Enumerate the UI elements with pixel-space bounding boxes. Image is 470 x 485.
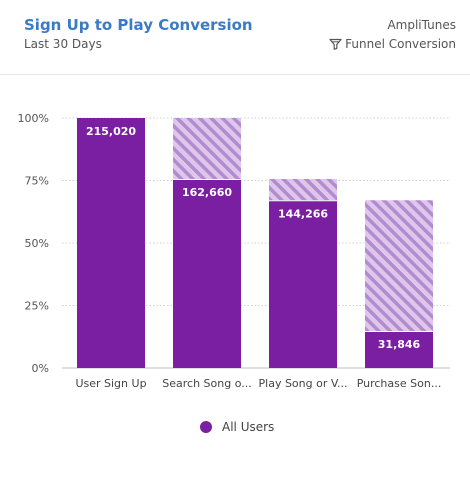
funnel-mode-text: Funnel Conversion [345, 37, 456, 51]
dropoff-bar[interactable] [269, 179, 337, 201]
chart-header: Sign Up to Play Conversion Last 30 Days … [0, 0, 470, 75]
conversion-bar[interactable] [173, 179, 241, 368]
legend-label[interactable]: All Users [222, 420, 274, 434]
conversion-bar[interactable] [365, 331, 433, 368]
bar-count-label: 215,020 [86, 125, 136, 138]
bar-count-label: 31,846 [378, 338, 421, 351]
chart-title[interactable]: Sign Up to Play Conversion [24, 16, 253, 34]
funnel-icon [329, 38, 342, 50]
y-tick-label: 100% [18, 112, 49, 125]
y-tick-label: 25% [25, 300, 49, 313]
legend: All Users [200, 420, 274, 434]
x-category-label: Play Song or V... [259, 377, 348, 390]
bar-count-label: 162,660 [182, 186, 232, 199]
legend-swatch [200, 421, 212, 433]
y-tick-label: 50% [25, 237, 49, 250]
x-category-label: User Sign Up [75, 377, 146, 390]
dropoff-bar[interactable] [173, 118, 241, 179]
bar-count-label: 144,266 [278, 207, 328, 220]
dropoff-bar[interactable] [365, 200, 433, 331]
y-tick-label: 0% [32, 362, 49, 375]
x-category-label: Purchase Son... [357, 377, 442, 390]
project-name: AmpliTunes [387, 18, 456, 32]
y-tick-label: 75% [25, 175, 49, 188]
funnel-mode-label: Funnel Conversion [329, 37, 456, 51]
date-range-label: Last 30 Days [24, 37, 102, 51]
conversion-bar[interactable] [77, 118, 145, 368]
conversion-bar[interactable] [269, 200, 337, 368]
x-category-label: Search Song o... [162, 377, 251, 390]
